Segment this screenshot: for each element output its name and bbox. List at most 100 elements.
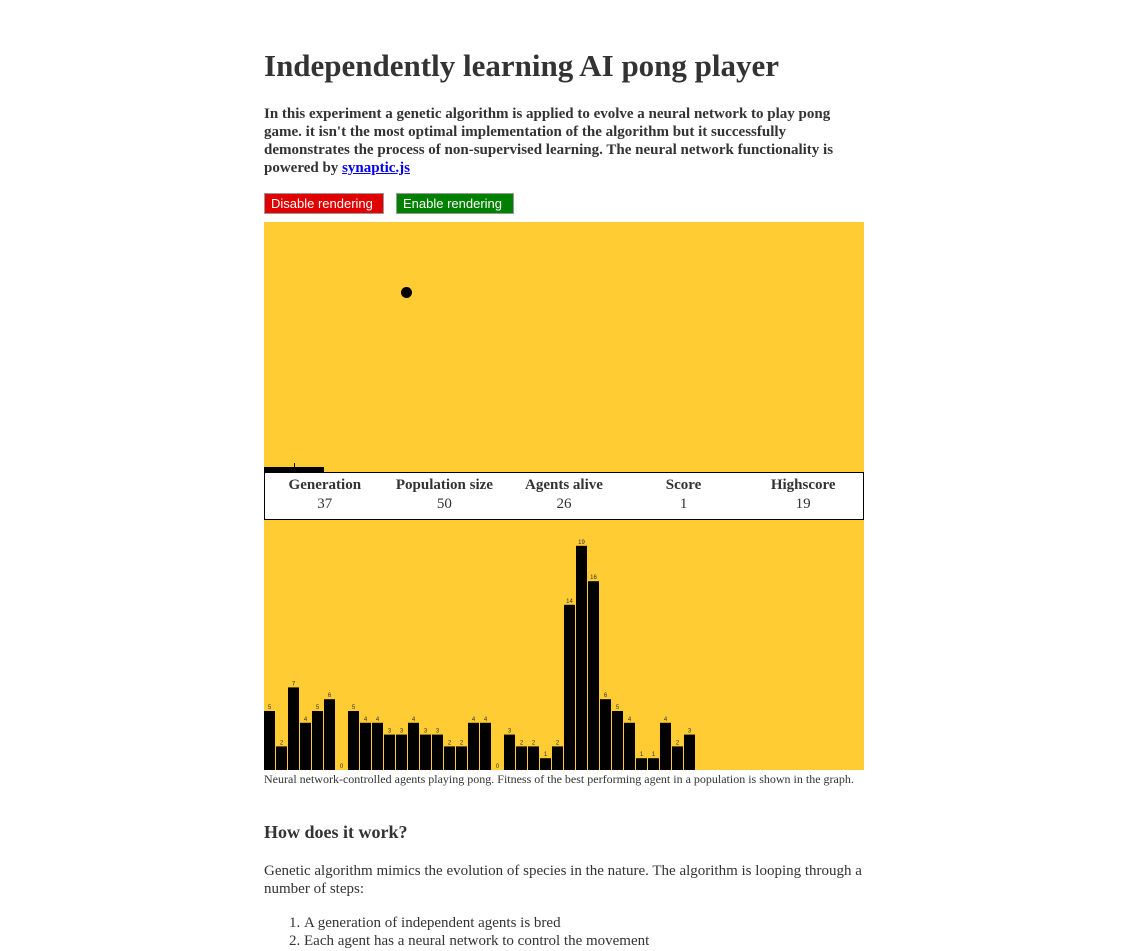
intro-paragraph: In this experiment a genetic algorithm i… — [264, 105, 864, 177]
fitness-bar — [660, 722, 671, 770]
stats-table: Generation 37 Population size 50 Agents … — [264, 472, 864, 520]
fitness-bar-label: 2 — [520, 740, 524, 746]
highscore-value: 19 — [795, 496, 811, 512]
fitness-bar-label: 6 — [604, 693, 608, 699]
fitness-bar-label: 2 — [556, 740, 560, 746]
fitness-graph: 5 2 7 4 5 6 0 5 4 4 3 3 4 3 3 2 2 4 4 0 3 2 2 1 2 14 19 16 6 5 4 1 1 4 2 3 — [264, 520, 864, 770]
fitness-bar-label: 1 — [544, 752, 548, 758]
stat-alive: Agents alive 26 — [504, 473, 624, 519]
fitness-bar-label: 2 — [448, 740, 452, 746]
fitness-bar-label: 4 — [472, 717, 476, 723]
fitness-bar — [612, 711, 623, 770]
fitness-bar — [288, 687, 299, 770]
fitness-bar — [684, 734, 695, 770]
fitness-bar — [648, 758, 659, 770]
fitness-bar — [624, 722, 635, 770]
fitness-bar-label: 4 — [484, 717, 488, 723]
fitness-bar — [300, 722, 311, 770]
fitness-bar — [672, 746, 683, 770]
fitness-bar-label: 4 — [304, 717, 308, 723]
fitness-bar-label: 3 — [688, 729, 692, 735]
fitness-bar-label: 3 — [508, 729, 512, 735]
fitness-bar — [516, 746, 527, 770]
fitness-bar-label: 16 — [590, 575, 597, 581]
fitness-bar — [444, 746, 455, 770]
fitness-bar-label: 6 — [328, 693, 332, 699]
fitness-bar-label: 5 — [352, 705, 356, 711]
fitness-bar — [384, 734, 395, 770]
fitness-bar-label: 2 — [460, 740, 464, 746]
stat-highscore: Highscore 19 — [743, 473, 863, 519]
stat-population: Population size 50 — [385, 473, 505, 519]
fitness-bar-label: 4 — [412, 717, 416, 723]
fitness-bar-label: 4 — [376, 717, 380, 723]
fitness-bar — [372, 722, 383, 770]
fitness-bar — [456, 746, 467, 770]
population-label: Population size — [395, 477, 493, 493]
fitness-bar-label: 7 — [292, 681, 296, 687]
fitness-bar — [576, 545, 587, 770]
highscore-label: Highscore — [770, 477, 836, 493]
fitness-bar — [420, 734, 431, 770]
fitness-bar — [588, 581, 599, 770]
fitness-bar — [276, 746, 287, 770]
stat-generation: Generation 37 — [265, 473, 385, 519]
pong-paddle — [264, 467, 324, 472]
score-label: Score — [665, 477, 702, 493]
fitness-bar-label: 5 — [268, 705, 272, 711]
fitness-bar — [432, 734, 443, 770]
fitness-bar-label: 2 — [280, 740, 284, 746]
population-value: 50 — [436, 496, 452, 512]
fitness-bar — [504, 734, 515, 770]
fitness-bar — [540, 758, 551, 770]
fitness-bar-label: 3 — [436, 729, 440, 735]
fitness-bar-label: 2 — [532, 740, 536, 746]
intro-text: In this experiment a genetic algorithm i… — [264, 106, 834, 176]
graph-caption: Neural network-controlled agents playing… — [264, 772, 854, 786]
section-heading: How does it work? — [264, 822, 408, 842]
fitness-bar-label: 4 — [628, 717, 632, 723]
fitness-bar — [396, 734, 407, 770]
section-paragraph: Genetic algorithm mimics the evolution o… — [264, 863, 862, 897]
fitness-bar-label: 3 — [424, 729, 428, 735]
synaptic-link[interactable]: synaptic.js — [342, 160, 410, 176]
fitness-bar — [552, 746, 563, 770]
disable-rendering-button[interactable]: Disable rendering — [264, 193, 384, 214]
fitness-bar — [636, 758, 647, 770]
fitness-bar-label: 14 — [566, 599, 573, 605]
fitness-bar — [324, 699, 335, 770]
pong-game-canvas[interactable] — [264, 222, 864, 472]
fitness-bar-label: 1 — [640, 752, 644, 758]
generation-label: Generation — [288, 477, 362, 493]
fitness-bar — [264, 711, 275, 770]
list-item: Each agent has a neural network to contr… — [304, 932, 649, 950]
stat-score: Score 1 — [624, 473, 744, 519]
alive-value: 26 — [556, 496, 572, 512]
fitness-bar-label: 3 — [388, 729, 392, 735]
generation-value: 37 — [317, 496, 333, 512]
enable-rendering-button[interactable]: Enable rendering — [396, 193, 514, 214]
fitness-bar-label: 3 — [400, 729, 404, 735]
fitness-bar-label: 0 — [340, 764, 344, 770]
steps-list: A generation of independent agents is br… — [264, 914, 649, 950]
fitness-bar — [312, 711, 323, 770]
fitness-bar-label: 4 — [664, 717, 668, 723]
fitness-bar — [480, 722, 491, 770]
paddle-marker — [294, 463, 295, 467]
fitness-bar — [600, 699, 611, 770]
score-value: 1 — [679, 496, 688, 512]
fitness-bar — [360, 722, 371, 770]
fitness-bar-label: 0 — [496, 764, 500, 770]
fitness-bar-label: 4 — [364, 717, 368, 723]
fitness-bar — [528, 746, 539, 770]
alive-label: Agents alive — [525, 477, 603, 493]
fitness-bar-label: 5 — [316, 705, 320, 711]
list-item: A generation of independent agents is br… — [304, 914, 649, 932]
fitness-bar — [408, 722, 419, 770]
fitness-bar-label: 1 — [652, 752, 656, 758]
fitness-bar — [564, 604, 575, 770]
fitness-bar-label: 5 — [616, 705, 620, 711]
fitness-bar-label: 2 — [676, 740, 680, 746]
fitness-bar — [348, 711, 359, 770]
